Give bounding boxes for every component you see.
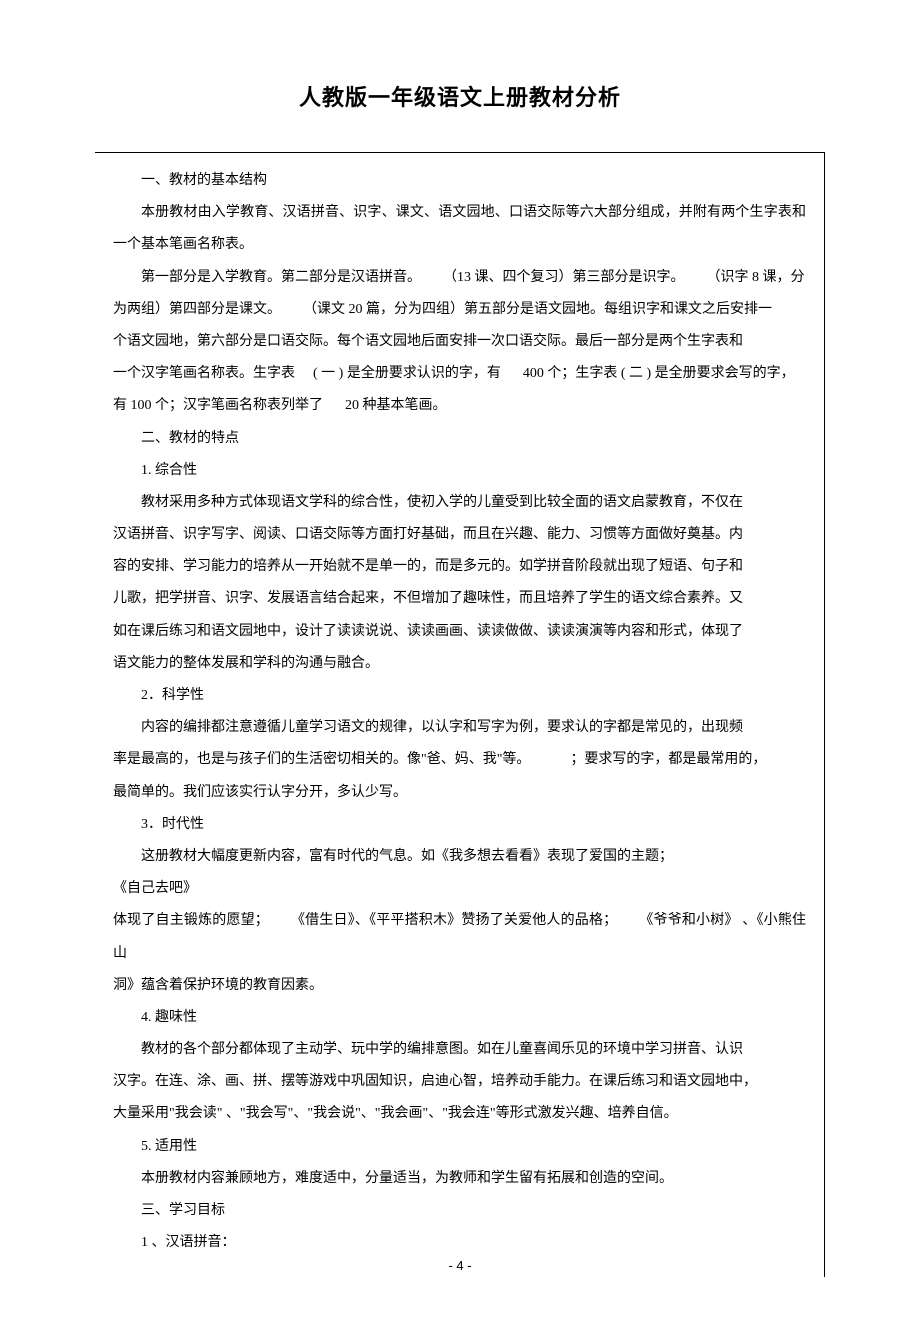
section-2-item-4-p3: 大量采用"我会读" 、"我会写"、"我会说"、"我会画"、"我会连"等形式激发兴…: [113, 1098, 806, 1130]
text-segment: 这册教材大幅度更新内容，富有时代的气息。如《我多想去看看》表现了爱国的主题；: [113, 841, 673, 873]
section-2-item-1-p5: 如在课后练习和语文园地中，设计了读读说说、读读画画、读读做做、读读演演等内容和形…: [113, 616, 806, 648]
text-segment: （13 课、四个复习）第三部分是识字。: [443, 270, 685, 285]
text-segment: 一个汉字笔画名称表。生字表: [113, 366, 295, 381]
text-segment: 《自己去吧》: [113, 881, 197, 896]
text-segment: （识字 8 课，分: [707, 270, 805, 285]
section-1-para-6: 有 100 个；汉字笔画名称表列举了 20 种基本笔画。: [113, 390, 806, 422]
section-2-item-1-title: 1. 综合性: [113, 455, 806, 487]
section-1-para-5: 一个汉字笔画名称表。生字表 ( 一 ) 是全册要求认识的字，有 400 个；生字表 …: [113, 358, 806, 390]
section-2-item-1-p4: 儿歌，把学拼音、识字、发展语言结合起来，不但增加了趣味性，而且培养了学生的语文综…: [113, 583, 806, 615]
text-segment: 400 个；生字表 ( 二 ) 是全册要求会写的字，: [523, 366, 795, 381]
section-2-item-3-title: 3．时代性: [113, 809, 806, 841]
section-2-item-2-p2: 率是最高的，也是与孩子们的生活密切相关的。像"爸、妈、我"等。 ；要求写的字，都是…: [113, 744, 806, 776]
section-3-heading: 三、学习目标: [113, 1195, 806, 1227]
section-2-item-3-p1: 这册教材大幅度更新内容，富有时代的气息。如《我多想去看看》表现了爱国的主题； 《自…: [113, 841, 806, 905]
text-segment: ( 一 ) 是全册要求认识的字，有: [313, 366, 501, 381]
text-segment: 《借生日》、《平平搭积木》赞扬了关爱他人的品格；: [291, 913, 617, 928]
content-container: 一、教材的基本结构 本册教材由入学教育、汉语拼音、识字、课文、语文园地、口语交际…: [95, 152, 825, 1277]
section-2-item-1-p6: 语文能力的整体发展和学科的沟通与融合。: [113, 648, 806, 680]
section-2-item-4-p2: 汉字。在连、涂、画、拼、摆等游戏中巩固知识，启迪心智，培养动手能力。在课后练习和…: [113, 1066, 806, 1098]
section-1-para-2: 第一部分是入学教育。第二部分是汉语拼音。 （13 课、四个复习）第三部分是识字。 （…: [113, 262, 806, 294]
document-title: 人教版一年级语文上册教材分析: [95, 80, 825, 112]
section-2-item-5-p1: 本册教材内容兼顾地方，难度适中，分量适当，为教师和学生留有拓展和创造的空间。: [113, 1163, 806, 1195]
section-2-item-2-p1: 内容的编排都注意遵循儿童学习语文的规律，以认字和写字为例，要求认的字都是常见的，…: [113, 712, 806, 744]
section-2-heading: 二、教材的特点: [113, 423, 806, 455]
section-2-item-2-p3: 最简单的。我们应该实行认字分开，多认少写。: [113, 777, 806, 809]
text-segment: 体现了自主锻炼的愿望；: [113, 913, 269, 928]
text-segment: 有 100 个；汉字笔画名称表列举了: [113, 398, 323, 413]
section-2-item-3-p3: 洞》蕴含着保护环境的教育因素。: [113, 970, 806, 1002]
text-segment: 率是最高的，也是与孩子们的生活密切相关的。像"爸、妈、我"等。: [113, 752, 530, 767]
section-1-para-1: 本册教材由入学教育、汉语拼音、识字、课文、语文园地、口语交际等六大部分组成，并附…: [113, 197, 806, 261]
text-segment: 20 种基本笔画。: [345, 398, 447, 413]
text-segment: 为两组）第四部分是课文。: [113, 302, 281, 317]
section-2-item-1-p1: 教材采用多种方式体现语文学科的综合性，使初入学的儿童受到比较全面的语文启蒙教育，…: [113, 487, 806, 519]
section-2-item-5-title: 5. 适用性: [113, 1131, 806, 1163]
section-2-item-1-p2: 汉语拼音、识字写字、阅读、口语交际等方面打好基础，而且在兴趣、能力、习惯等方面做…: [113, 519, 806, 551]
section-2-item-1-p3: 容的安排、学习能力的培养从一开始就不是单一的，而是多元的。如学拼音阶段就出现了短…: [113, 551, 806, 583]
section-2-item-2-title: 2．科学性: [113, 680, 806, 712]
section-2-item-4-title: 4. 趣味性: [113, 1002, 806, 1034]
section-1-para-4: 个语文园地，第六部分是口语交际。每个语文园地后面安排一次口语交际。最后一部分是两…: [113, 326, 806, 358]
section-2-item-4-p1: 教材的各个部分都体现了主动学、玩中学的编排意图。如在儿童喜闻乐见的环境中学习拼音…: [113, 1034, 806, 1066]
text-segment: 第一部分是入学教育。第二部分是汉语拼音。: [113, 262, 421, 294]
text-segment: ；要求写的字，都是最常用的，: [570, 752, 766, 767]
page-number: - 4 -: [0, 1258, 920, 1273]
section-1-heading: 一、教材的基本结构: [113, 165, 806, 197]
section-1-para-3: 为两组）第四部分是课文。 （课文 20 篇，分为四组）第五部分是语文园地。每组识字…: [113, 294, 806, 326]
section-2-item-3-p2: 体现了自主锻炼的愿望；《借生日》、《平平搭积木》赞扬了关爱他人的品格；《爷爷和小…: [113, 905, 806, 969]
text-segment: （课文 20 篇，分为四组）第五部分是语文园地。每组识字和课文之后安排一: [303, 302, 772, 317]
section-3-item-1: 1 、汉语拼音：: [113, 1227, 806, 1259]
